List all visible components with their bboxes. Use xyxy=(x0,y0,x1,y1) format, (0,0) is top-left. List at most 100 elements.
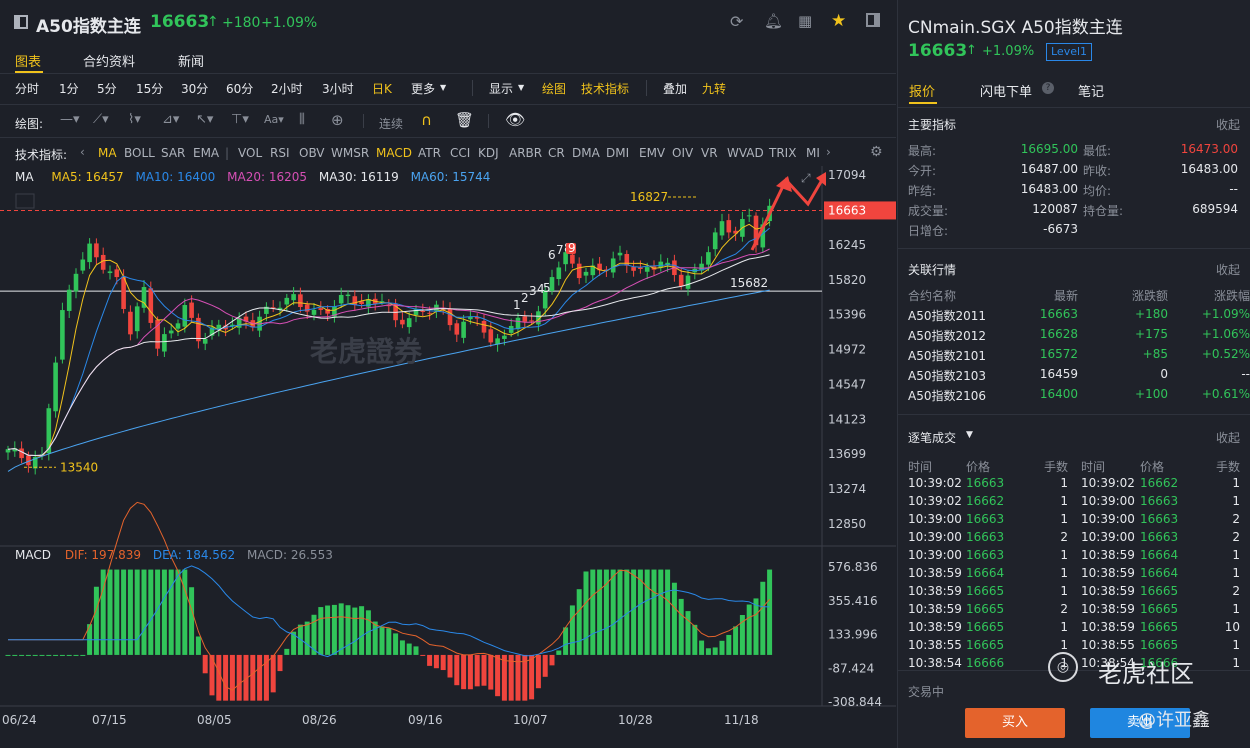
tab-chart[interactable]: 图表 xyxy=(15,55,42,70)
drawing-toggle[interactable]: 绘图 xyxy=(542,82,567,96)
magnet-icon[interactable]: ∩ xyxy=(421,111,432,129)
indicator-arbr[interactable]: ARBR xyxy=(509,146,543,160)
buy-button[interactable]: 买入 xyxy=(965,708,1065,738)
candle-body xyxy=(726,220,732,233)
period-more[interactable]: 更多 xyxy=(411,82,436,96)
period-3h[interactable]: 3小时 xyxy=(322,82,354,96)
candlestick-chart[interactable]: 1709416245158201539614972145471412313699… xyxy=(0,166,896,748)
zoom-icon[interactable]: ⊕ xyxy=(331,111,344,129)
tab-contract-info[interactable]: 合约资料 xyxy=(83,55,136,70)
indicator-dma[interactable]: DMA xyxy=(572,146,600,160)
candle-body xyxy=(94,243,99,258)
sell-button[interactable]: 卖出 xyxy=(1090,708,1190,738)
overlay-button[interactable]: 叠加 xyxy=(663,82,688,96)
continuous-toggle[interactable]: 连续 xyxy=(379,117,404,131)
metric-cell: 689594 xyxy=(1192,202,1238,216)
indicator-rsi[interactable]: RSI xyxy=(270,146,290,160)
indicator-wmsr[interactable]: WMSR xyxy=(331,146,370,160)
candle-body xyxy=(474,317,480,319)
refresh-icon[interactable]: ⟳ xyxy=(730,12,744,31)
period-1m[interactable]: 1分 xyxy=(59,82,79,96)
indicator-cr[interactable]: CR xyxy=(548,146,565,160)
indicator-toggle[interactable]: 技术指标 xyxy=(581,82,630,96)
indicator-oiv[interactable]: OIV xyxy=(672,146,694,160)
candle-body xyxy=(461,321,466,338)
indicator-vr[interactable]: VR xyxy=(701,146,718,160)
indicator-mi[interactable]: MI xyxy=(806,146,820,160)
bell-icon[interactable]: 🔔︎ xyxy=(764,12,784,30)
indicator-cci[interactable]: CCI xyxy=(450,146,471,160)
candle-body xyxy=(678,274,684,287)
sidebar-toggle-icon[interactable] xyxy=(866,13,880,27)
caret-down-icon[interactable]: ▼ xyxy=(966,430,973,440)
macd-bar xyxy=(148,569,154,655)
indicator-kdj[interactable]: KDJ xyxy=(478,146,499,160)
indicator-sar[interactable]: SAR xyxy=(161,146,186,160)
indicator-macd[interactable]: MACD xyxy=(376,146,412,160)
tab-flash-order[interactable]: 闪电下单 xyxy=(980,85,1033,100)
metric-cell: 16487.00 xyxy=(1020,162,1078,176)
trendline-tool-icon[interactable]: ⟋▾ xyxy=(93,112,109,127)
measure-tool-icon[interactable]: ⫼ xyxy=(299,112,305,127)
related-cell: 16572 xyxy=(1039,347,1078,361)
indicator-boll[interactable]: BOLL xyxy=(124,146,155,160)
macd-bar xyxy=(719,640,725,655)
macd-bar xyxy=(590,569,596,655)
chevron-right-icon[interactable]: › xyxy=(826,145,831,159)
eye-icon[interactable]: 👁︎ xyxy=(505,110,526,129)
period-15m[interactable]: 15分 xyxy=(136,82,164,96)
candle-body xyxy=(712,232,718,250)
indicator-vol[interactable]: VOL xyxy=(238,146,263,160)
macd-bar xyxy=(141,569,147,655)
period-daily[interactable]: 日K xyxy=(372,82,392,96)
collapse-main[interactable]: 收起 xyxy=(1216,118,1241,132)
panel-icon[interactable] xyxy=(14,15,28,29)
tick-cell: 2 xyxy=(1060,602,1068,616)
wave-tool-icon[interactable]: ⌇▾ xyxy=(128,112,141,127)
tick-cell: 10:38:55 xyxy=(1081,638,1135,652)
macd-bar xyxy=(617,569,623,655)
grid-icon[interactable]: ▦ xyxy=(798,12,813,30)
macd-bar xyxy=(651,569,657,655)
indicator-emv[interactable]: EMV xyxy=(639,146,666,160)
related-cell: 16459 xyxy=(1039,367,1078,381)
indicator-dmi[interactable]: DMI xyxy=(606,146,630,160)
chevron-left-icon[interactable]: ‹ xyxy=(80,145,85,159)
ticks-head-cell: 手数 xyxy=(1043,460,1068,474)
nine-turn-count: 7 xyxy=(556,243,564,257)
indicator-atr[interactable]: ATR xyxy=(418,146,441,160)
period-intraday[interactable]: 分时 xyxy=(15,82,40,96)
tick-cell: 2 xyxy=(1232,584,1240,598)
indicator-ma[interactable]: MA xyxy=(98,146,117,160)
period-60m[interactable]: 60分 xyxy=(226,82,254,96)
fib-tool-icon[interactable]: ⊤▾ xyxy=(231,112,249,127)
star-icon[interactable]: ★ xyxy=(831,11,847,31)
nine-turn-button[interactable]: 九转 xyxy=(702,82,727,96)
tab-quote[interactable]: 报价 xyxy=(909,85,936,100)
indicator-ema[interactable]: EMA xyxy=(193,146,220,160)
tab-notes[interactable]: 笔记 xyxy=(1078,85,1105,100)
help-icon[interactable]: ? xyxy=(1042,82,1054,94)
period-2h[interactable]: 2小时 xyxy=(271,82,303,96)
level-badge[interactable]: Level1 xyxy=(1046,43,1093,61)
metric-cell: 16473.00 xyxy=(1180,142,1238,156)
channel-tool-icon[interactable]: ⊿▾ xyxy=(162,112,180,127)
candle-body xyxy=(733,230,738,234)
indicator-obv[interactable]: OBV xyxy=(299,146,325,160)
tab-news[interactable]: 新闻 xyxy=(178,55,205,70)
line-tool-icon[interactable]: —▾ xyxy=(60,112,80,127)
text-tool-icon[interactable]: Aa▾ xyxy=(264,113,284,126)
arrow-tool-icon[interactable]: ↖▾ xyxy=(196,112,214,127)
period-30m[interactable]: 30分 xyxy=(181,82,209,96)
gear-icon[interactable]: ⚙ xyxy=(870,144,883,160)
candle-body xyxy=(536,311,541,325)
candle-body xyxy=(590,265,596,276)
indicator-trix[interactable]: TRIX xyxy=(769,146,797,160)
drawn-arrowhead xyxy=(776,176,792,192)
period-5m[interactable]: 5分 xyxy=(97,82,117,96)
display-menu[interactable]: 显示 xyxy=(489,82,514,96)
indicator-wvad[interactable]: WVAD xyxy=(727,146,764,160)
trash-icon[interactable]: 🗑︎ xyxy=(455,111,475,129)
collapse-ticks[interactable]: 收起 xyxy=(1216,431,1241,445)
collapse-related[interactable]: 收起 xyxy=(1216,263,1241,277)
